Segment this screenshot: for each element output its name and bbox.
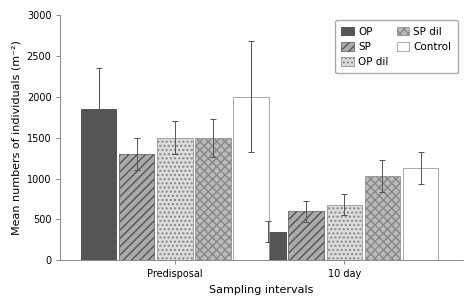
Bar bbox=[288, 211, 324, 260]
Bar bbox=[157, 138, 192, 260]
Y-axis label: Mean numbers of individuals (m⁻²): Mean numbers of individuals (m⁻²) bbox=[11, 40, 21, 235]
Bar bbox=[250, 232, 286, 260]
Bar bbox=[81, 109, 116, 260]
Bar bbox=[327, 205, 362, 260]
Bar bbox=[365, 176, 400, 260]
Legend: OP, SP, OP dil, SP dil, Control: OP, SP, OP dil, SP dil, Control bbox=[335, 20, 458, 73]
Bar bbox=[233, 97, 269, 260]
Bar bbox=[403, 168, 438, 260]
X-axis label: Sampling intervals: Sampling intervals bbox=[210, 285, 314, 295]
Bar bbox=[195, 138, 231, 260]
Bar bbox=[119, 154, 155, 260]
